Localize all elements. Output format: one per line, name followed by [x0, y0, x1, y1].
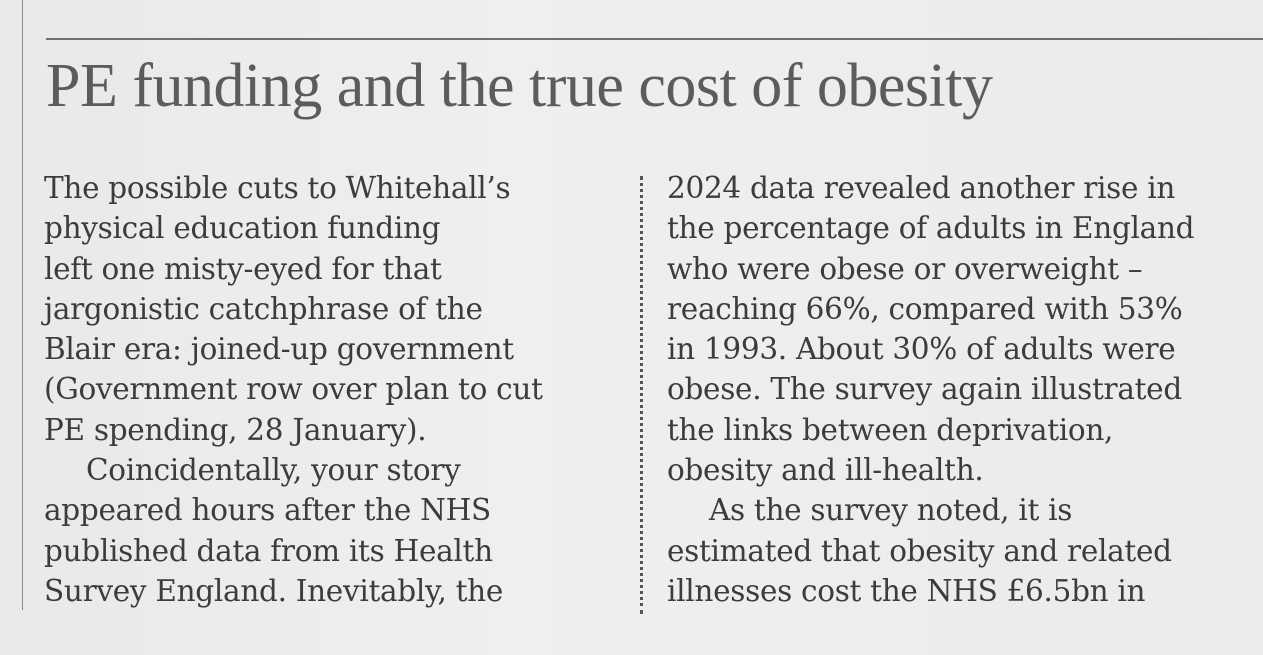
text-line: Coincidentally, your story [86, 453, 461, 488]
text-line: physical education funding [44, 211, 441, 246]
text-line: jargonistic catchphrase of the [44, 291, 483, 326]
text-line: Blair era: joined-up government [44, 332, 514, 367]
right-column: 2024 data revealed another rise in the p… [667, 168, 1257, 611]
left-column: The possible cuts to Whitehall’s physica… [44, 168, 614, 611]
text-line: As the survey noted, it is [709, 493, 1073, 528]
text-line: published data from its Health [44, 533, 493, 568]
text-line: reaching 66%, compared with 53% [667, 291, 1183, 326]
text-line: who were obese or overweight – [667, 251, 1143, 286]
text-line: estimated that obesity and related [667, 533, 1172, 568]
headline-rule [46, 38, 1263, 40]
text-line: obese. The survey again illustrated [667, 372, 1182, 407]
headline: PE funding and the true cost of obesity [46, 52, 993, 120]
text-line: illnesses cost the NHS £6.5bn in [667, 573, 1146, 608]
text-line: The possible cuts to Whitehall’s [44, 171, 511, 205]
text-line: PE spending, 28 January). [44, 412, 427, 447]
text-line: in 1993. About 30% of adults were [667, 332, 1176, 367]
text-line: obesity and ill-health. [667, 453, 984, 488]
text-line: the links between deprivation, [667, 412, 1114, 447]
column-rule-left [22, 0, 23, 610]
text-line: left one misty-eyed for that [44, 251, 442, 286]
text-line: 2024 data revealed another rise in [667, 171, 1176, 205]
text-line: the percentage of adults in England [667, 211, 1195, 246]
text-line: Survey England. Inevitably, the [44, 573, 504, 608]
column-divider [640, 176, 643, 614]
text-line: appeared hours after the NHS [44, 493, 491, 528]
text-line: (Government row over plan to cut [44, 372, 543, 407]
